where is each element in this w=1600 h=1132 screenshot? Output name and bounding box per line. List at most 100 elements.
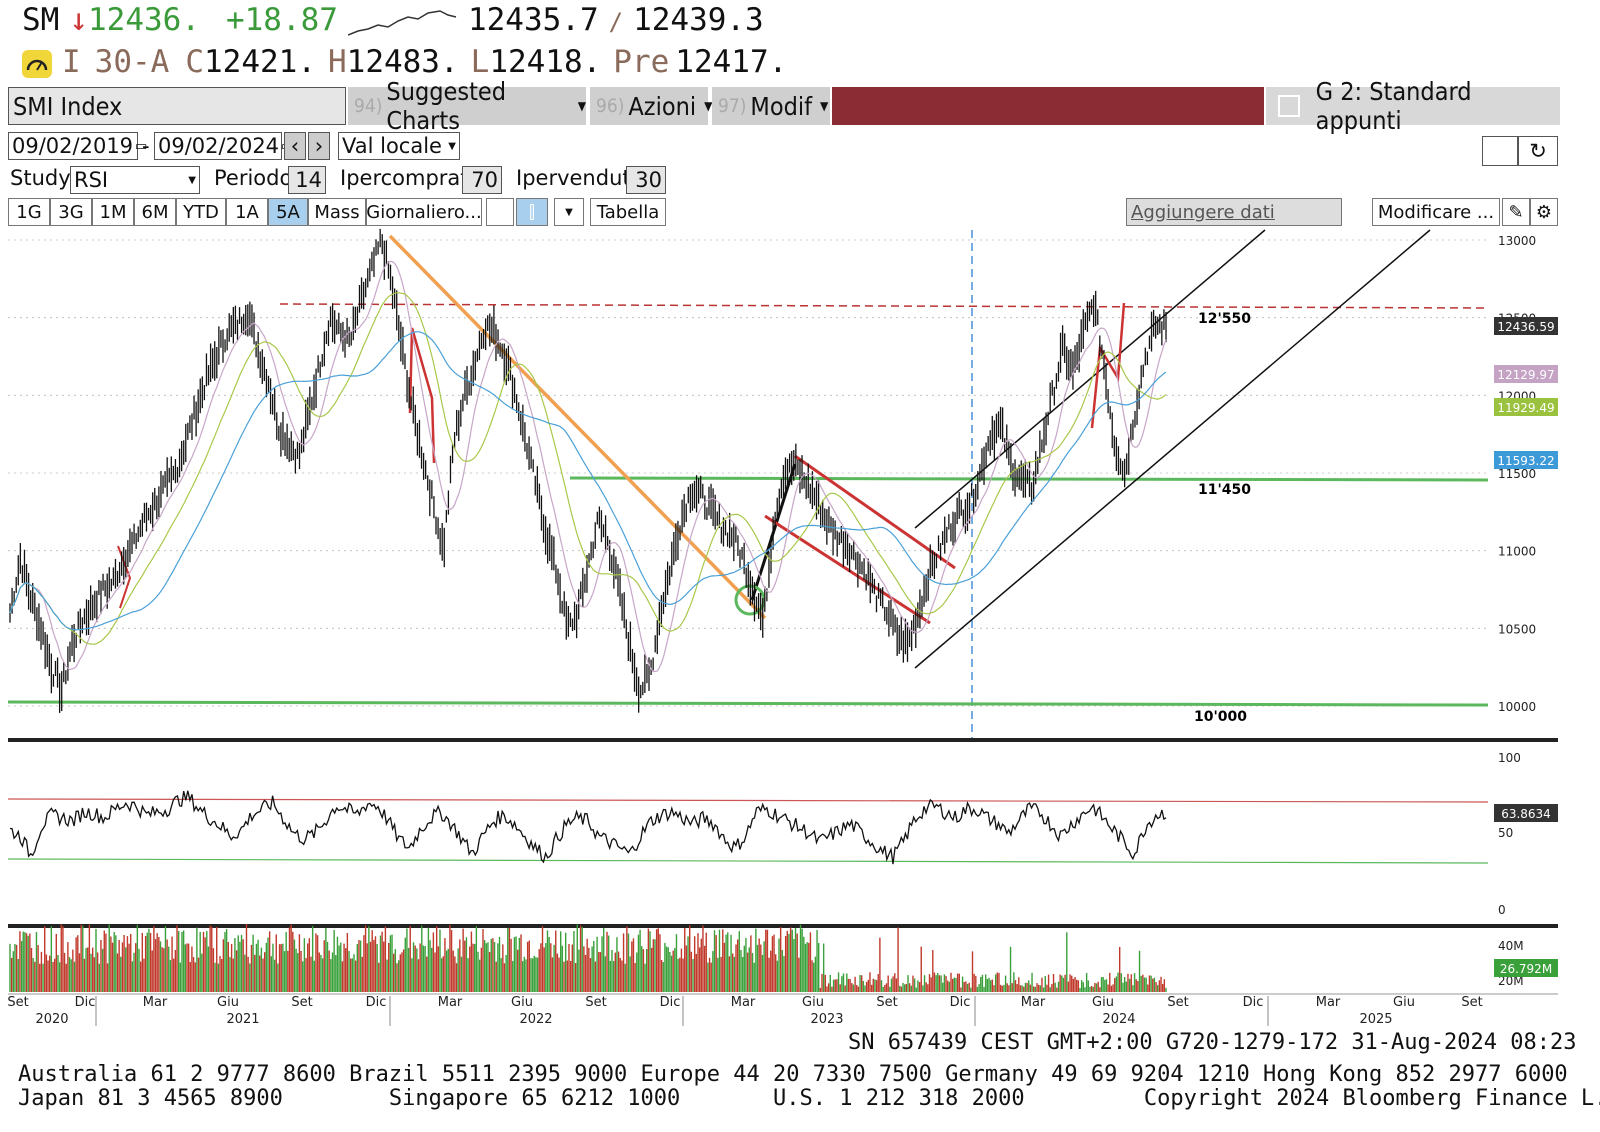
x-month-label: Dic [660, 995, 681, 1010]
ma1-price-tag-text: 12129.97 [1497, 368, 1554, 382]
ticker: SM [22, 2, 60, 38]
settings-icon[interactable]: ⚙ [1530, 198, 1558, 226]
menu-number: 96) [596, 95, 625, 117]
dropdown-arrow-icon: ▼ [577, 99, 586, 113]
rsi-overbought-line [7, 798, 1489, 803]
ask-price: 12439.3 [633, 2, 764, 38]
moving-average-long [9, 331, 1167, 631]
channel-red-bottom [764, 514, 931, 625]
last-price-tag [1494, 317, 1558, 335]
ipervenduto-input[interactable]: 30 [626, 166, 666, 194]
azioni-menu[interactable]: 96) Azioni ▼ [590, 87, 712, 125]
support-line-10000 [7, 700, 1489, 707]
prev-value: 12417. [675, 44, 788, 80]
footer-phones-2: Japan 81 3 4565 8900 Singapore 65 6212 1… [18, 1086, 1600, 1111]
x-year-label: 2021 [226, 1012, 259, 1027]
quote-line: SM ↓ 12436. +18.87 12435.7 / 12439.3 [22, 2, 764, 42]
external-link-icon[interactable] [1278, 95, 1300, 117]
x-month-label: Giu [1092, 995, 1114, 1010]
layout-selector[interactable]: G 2: Standard appunti [1266, 77, 1560, 135]
modif-menu[interactable]: 97) Modif ▼ [712, 87, 830, 125]
edit-icon[interactable]: ✎ [1502, 198, 1530, 226]
high-label: H [327, 44, 347, 80]
rsi-oversold-line [7, 858, 1489, 864]
modify-button[interactable]: Modificare ... [1372, 198, 1500, 226]
periodo-value: 14 [295, 168, 322, 192]
dropdown-arrow-icon: ▼ [820, 99, 829, 113]
price-tick-label: 13000 [1498, 234, 1536, 248]
x-month-label: Set [291, 995, 312, 1010]
tab-5a[interactable]: 5A [268, 198, 308, 226]
ipercomprato-input[interactable]: 70 [462, 166, 502, 194]
menu-label: Azioni [628, 91, 697, 121]
undo-button[interactable] [1482, 136, 1518, 166]
end-date-input[interactable]: 09/02/2024 ▭ [154, 132, 293, 160]
x-month-label: Set [1167, 995, 1188, 1010]
price-tick-label: 10000 [1498, 700, 1536, 714]
periodo-input[interactable]: 14 [288, 166, 326, 194]
x-month-label: Dic [366, 995, 387, 1010]
tab-6m[interactable]: 6M [134, 198, 176, 226]
x-month-label: Mar [143, 995, 168, 1010]
gauge-icon[interactable] [22, 50, 52, 78]
x-month-label: Set [876, 995, 897, 1010]
x-month-label: Giu [511, 995, 533, 1010]
price-change: +18.87 [225, 2, 338, 38]
tab-1a[interactable]: 1A [226, 198, 268, 226]
x-month-label: Set [1461, 995, 1482, 1010]
bid-price: 12435.7 [467, 2, 599, 38]
tab-1m[interactable]: 1M [92, 198, 134, 226]
volume-value-tag [1494, 959, 1558, 977]
ohlc-line: I 30-A C 12421. H 12483. L 12418. Pre 12… [22, 44, 787, 84]
prev-period-button[interactable]: ‹ [284, 132, 306, 160]
x-month-label: Set [585, 995, 606, 1010]
dropdown-arrow-icon: ▼ [704, 99, 713, 113]
low-label: L [470, 44, 490, 80]
resistance-line-12550 [279, 303, 1489, 309]
chart-area[interactable]: 13000125001200011500110001050010000 12'5… [0, 228, 1600, 1028]
level-label-mid: 11'450 [1198, 482, 1251, 498]
tab-mass[interactable]: Mass [308, 198, 366, 226]
moving-average-medium [9, 292, 1167, 645]
rsi-tick-label: 0 [1498, 903, 1506, 917]
chart-type-button[interactable] [486, 198, 514, 226]
study-select[interactable]: RSI ▼ [70, 166, 200, 194]
moving-average-short [9, 260, 1167, 673]
security-name: SMI Index [13, 91, 123, 121]
footer-session: SN 657439 CEST GMT+2:00 G720-1279-172 31… [848, 1030, 1577, 1055]
downtrend-line [388, 234, 767, 620]
candlestick-icon[interactable]: ⫿ [516, 198, 548, 226]
tab-ytd[interactable]: YTD [176, 198, 226, 226]
suggested-charts-menu[interactable]: 94) Suggested Charts ▼ [348, 77, 586, 135]
rsi-value-tag [1494, 804, 1558, 822]
tab-1g[interactable]: 1G [8, 198, 50, 226]
x-month-label: Dic [950, 995, 971, 1010]
price-panel [8, 228, 1488, 738]
toolbar-banner [832, 87, 1264, 125]
volume-tick-label: 40M [1498, 939, 1524, 953]
start-date-input[interactable]: 09/02/2019 ▭ [8, 132, 147, 160]
security-field[interactable]: SMI Index [8, 87, 346, 125]
tab-tabella[interactable]: Tabella [590, 198, 666, 226]
x-month-label: Set [7, 995, 28, 1010]
dropdown-arrow-icon: ▼ [188, 174, 196, 186]
calendar-icon[interactable]: ▭ [135, 138, 148, 154]
tab-3g[interactable]: 3G [50, 198, 92, 226]
periodo-label: Periodo [214, 166, 293, 190]
sparkline-icon [347, 10, 457, 36]
x-year-label: 2023 [810, 1012, 843, 1027]
menu-label: Modif [750, 91, 813, 121]
x-month-label: Giu [802, 995, 824, 1010]
rsi-value-tag-text: 63.8634 [1501, 807, 1551, 821]
frequency-select[interactable]: Giornaliero... [366, 198, 482, 226]
refresh-icon[interactable]: ↻ [1518, 136, 1558, 166]
currency-select[interactable]: Val locale ▼ [338, 132, 460, 160]
x-month-label: Dic [1243, 995, 1264, 1010]
chart-type-dropdown[interactable]: ▼ [554, 198, 584, 226]
add-data-input[interactable]: Aggiungere dati [1126, 198, 1342, 226]
next-period-button[interactable]: › [308, 132, 330, 160]
close-value: 12421. [204, 44, 316, 80]
ipercomprato-value: 70 [471, 168, 498, 192]
study-label: Study [10, 166, 71, 190]
ma2-price-tag [1494, 398, 1558, 416]
